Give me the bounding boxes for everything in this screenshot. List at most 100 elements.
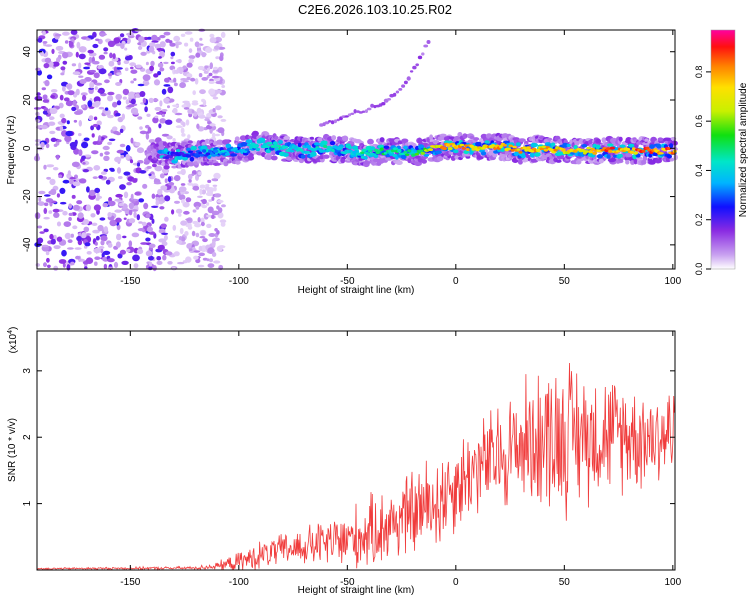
noise-blob (188, 55, 196, 60)
spectrogram-ylabel: Frequency (Hz) (6, 116, 17, 185)
harmonic-blob (353, 109, 357, 114)
ridge-halo (633, 158, 638, 165)
ridge-blob (329, 141, 336, 146)
noise-blob (158, 123, 162, 129)
ridge-halo (146, 165, 152, 170)
noise-blob (56, 193, 61, 198)
ridge-blob (562, 142, 569, 148)
noise-blob (159, 173, 165, 179)
noise-blob (71, 63, 77, 67)
noise-blob (212, 184, 218, 187)
noise-blob (167, 176, 172, 183)
noise-blob (177, 190, 181, 196)
noise-blob (165, 251, 173, 256)
ridge-core (326, 148, 332, 152)
noise-blob (34, 139, 42, 143)
noise-blob (119, 249, 126, 255)
noise-blob (187, 173, 193, 180)
noise-blob (124, 55, 132, 61)
harmonic-blob (421, 52, 425, 56)
ridge-core (397, 148, 402, 153)
noise-blob (78, 133, 82, 137)
noise-blob (75, 255, 81, 260)
ridge-halo (421, 159, 428, 164)
noise-blob (41, 87, 46, 91)
noise-blob (72, 99, 77, 107)
noise-blob (48, 61, 54, 68)
noise-blob (209, 37, 217, 44)
ridge-core (541, 145, 547, 149)
noise-blob (61, 130, 68, 137)
noise-blob (159, 118, 166, 124)
noise-blob (65, 130, 73, 137)
noise-blob (35, 67, 41, 72)
noise-blob (148, 255, 154, 261)
noise-blob (90, 125, 94, 131)
ridge-core (379, 147, 384, 151)
spectrogram-xtick-label: -150 (120, 276, 140, 287)
noise-blob (126, 248, 131, 253)
noise-blob (173, 251, 180, 257)
noise-blob (83, 226, 90, 233)
noise-blob (181, 104, 187, 108)
ridge-core (194, 153, 199, 156)
noise-blob (63, 97, 70, 102)
noise-blob (151, 40, 159, 43)
noise-blob (148, 266, 153, 271)
noise-blob (88, 115, 94, 121)
noise-blob (203, 70, 209, 74)
noise-blob (192, 90, 196, 96)
noise-blob (145, 237, 151, 242)
noise-blob (93, 165, 101, 171)
noise-blob (207, 179, 212, 183)
noise-blob (159, 100, 163, 107)
noise-blob (91, 133, 95, 138)
spectrogram-ytick-label: 40 (22, 46, 33, 58)
ridge-blob (534, 152, 541, 157)
ridge-blob (176, 149, 181, 153)
noise-blob (66, 264, 71, 271)
ridge-blob (649, 144, 655, 150)
noise-blob (168, 182, 175, 186)
ridge-blob (230, 153, 238, 157)
ridge-halo (549, 154, 554, 160)
noise-blob (54, 33, 62, 37)
ridge-halo (152, 163, 157, 168)
harmonic-blob (415, 63, 420, 67)
harmonic-blob (417, 55, 423, 60)
noise-blob (79, 79, 87, 84)
noise-blob (99, 33, 107, 36)
noise-blob (215, 81, 223, 85)
ridge-core (529, 150, 535, 153)
noise-blob (195, 232, 200, 238)
noise-blob (164, 195, 171, 202)
noise-blob (182, 80, 189, 83)
ridge-blob (403, 145, 408, 150)
noise-blob (105, 179, 111, 185)
noise-blob (146, 36, 153, 40)
noise-blob (156, 260, 163, 265)
noise-blob (120, 43, 125, 49)
noise-blob (205, 184, 210, 187)
ridge-core (418, 149, 424, 153)
noise-blob (161, 232, 169, 235)
noise-blob (115, 209, 120, 213)
ridge-halo (574, 140, 580, 146)
noise-blob (33, 107, 42, 110)
noise-blob (199, 188, 203, 195)
ridge-core (641, 149, 646, 153)
ridge-halo (397, 140, 403, 145)
ridge-halo (395, 160, 403, 165)
noise-blob (178, 194, 186, 201)
harmonic-blob (403, 80, 408, 85)
noise-blob (139, 170, 147, 174)
noise-blob (76, 41, 81, 49)
noise-blob (138, 221, 143, 224)
noise-blob (157, 62, 164, 68)
harmonic-blob (370, 103, 374, 108)
ridge-core (609, 146, 615, 150)
noise-blob (74, 110, 82, 115)
noise-blob (113, 66, 117, 73)
noise-blob (128, 91, 136, 99)
noise-blob (199, 89, 206, 95)
